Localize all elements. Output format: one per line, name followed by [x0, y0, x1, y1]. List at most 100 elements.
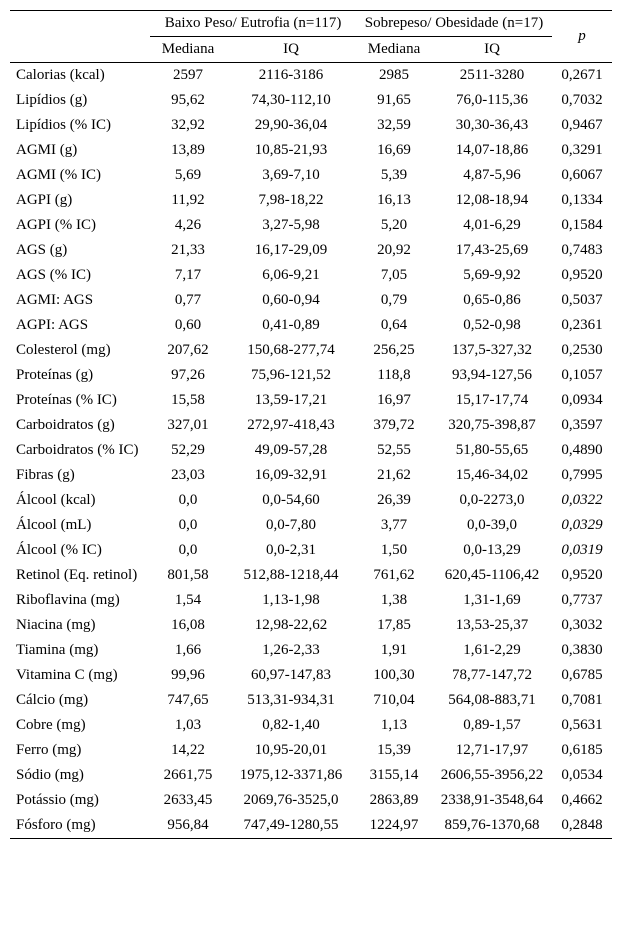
cell-mediana-1: 95,62	[150, 88, 226, 113]
cell-mediana-2: 0,79	[356, 288, 432, 313]
cell-iq-1: 0,0-54,60	[226, 488, 356, 513]
table-row: Fósforo (mg)956,84747,49-1280,551224,978…	[10, 813, 612, 839]
table-row: AGMI (% IC)5,693,69-7,105,394,87-5,960,6…	[10, 163, 612, 188]
cell-mediana-1: 2597	[150, 63, 226, 89]
table-row: Retinol (Eq. retinol)801,58512,88-1218,4…	[10, 563, 612, 588]
table-row: Álcool (mL)0,00,0-7,803,770,0-39,00,0329	[10, 513, 612, 538]
cell-p: 0,1334	[552, 188, 612, 213]
cell-mediana-1: 52,29	[150, 438, 226, 463]
cell-mediana-2: 16,69	[356, 138, 432, 163]
row-label: AGMI: AGS	[10, 288, 150, 313]
cell-mediana-2: 7,05	[356, 263, 432, 288]
cell-mediana-2: 256,25	[356, 338, 432, 363]
row-label: Álcool (% IC)	[10, 538, 150, 563]
row-label: Carboidratos (g)	[10, 413, 150, 438]
row-label: Sódio (mg)	[10, 763, 150, 788]
cell-iq-1: 7,98-18,22	[226, 188, 356, 213]
header-row-sub: Mediana IQ Mediana IQ	[10, 37, 612, 63]
table-row: Vitamina C (mg)99,9660,97-147,83100,3078…	[10, 663, 612, 688]
row-label: Colesterol (mg)	[10, 338, 150, 363]
cell-mediana-2: 100,30	[356, 663, 432, 688]
cell-mediana-2: 16,97	[356, 388, 432, 413]
cell-iq-2: 0,52-0,98	[432, 313, 552, 338]
cell-iq-2: 0,0-13,29	[432, 538, 552, 563]
row-label: Lipídios (% IC)	[10, 113, 150, 138]
header-mediana-1: Mediana	[150, 37, 226, 63]
table-row: Lipídios (% IC)32,9229,90-36,0432,5930,3…	[10, 113, 612, 138]
cell-mediana-2: 17,85	[356, 613, 432, 638]
cell-p: 0,7737	[552, 588, 612, 613]
cell-mediana-2: 0,64	[356, 313, 432, 338]
table-row: AGS (% IC)7,176,06-9,217,055,69-9,920,95…	[10, 263, 612, 288]
row-label: Álcool (kcal)	[10, 488, 150, 513]
cell-mediana-1: 16,08	[150, 613, 226, 638]
cell-mediana-1: 0,0	[150, 538, 226, 563]
cell-mediana-2: 1,91	[356, 638, 432, 663]
table-row: Carboidratos (g)327,01272,97-418,43379,7…	[10, 413, 612, 438]
cell-mediana-1: 32,92	[150, 113, 226, 138]
cell-iq-2: 12,08-18,94	[432, 188, 552, 213]
cell-p: 0,0329	[552, 513, 612, 538]
cell-mediana-2: 21,62	[356, 463, 432, 488]
cell-p: 0,7081	[552, 688, 612, 713]
header-row-groups: Baixo Peso/ Eutrofia (n=117) Sobrepeso/ …	[10, 11, 612, 37]
row-label: Calorias (kcal)	[10, 63, 150, 89]
table-body: Calorias (kcal)25972116-318629852511-328…	[10, 63, 612, 839]
cell-iq-1: 0,82-1,40	[226, 713, 356, 738]
cell-mediana-1: 11,92	[150, 188, 226, 213]
row-label: Niacina (mg)	[10, 613, 150, 638]
cell-mediana-1: 13,89	[150, 138, 226, 163]
cell-mediana-1: 2633,45	[150, 788, 226, 813]
cell-iq-1: 1975,12-3371,86	[226, 763, 356, 788]
cell-mediana-1: 1,03	[150, 713, 226, 738]
header-group1: Baixo Peso/ Eutrofia (n=117)	[150, 11, 356, 37]
cell-p: 0,0322	[552, 488, 612, 513]
cell-iq-1: 16,09-32,91	[226, 463, 356, 488]
row-label: AGPI (% IC)	[10, 213, 150, 238]
cell-mediana-2: 20,92	[356, 238, 432, 263]
cell-mediana-2: 2985	[356, 63, 432, 89]
cell-iq-1: 0,41-0,89	[226, 313, 356, 338]
cell-iq-2: 137,5-327,32	[432, 338, 552, 363]
row-label: Vitamina C (mg)	[10, 663, 150, 688]
cell-iq-1: 60,97-147,83	[226, 663, 356, 688]
cell-iq-2: 2338,91-3548,64	[432, 788, 552, 813]
cell-iq-2: 78,77-147,72	[432, 663, 552, 688]
cell-mediana-1: 207,62	[150, 338, 226, 363]
table-row: AGMI: AGS0,770,60-0,940,790,65-0,860,503…	[10, 288, 612, 313]
cell-mediana-2: 1,50	[356, 538, 432, 563]
cell-p: 0,2671	[552, 63, 612, 89]
cell-iq-1: 29,90-36,04	[226, 113, 356, 138]
cell-mediana-1: 0,0	[150, 513, 226, 538]
row-label: AGPI (g)	[10, 188, 150, 213]
cell-p: 0,2361	[552, 313, 612, 338]
table-row: AGMI (g)13,8910,85-21,9316,6914,07-18,86…	[10, 138, 612, 163]
cell-mediana-1: 1,54	[150, 588, 226, 613]
cell-p: 0,4890	[552, 438, 612, 463]
cell-mediana-2: 1,13	[356, 713, 432, 738]
cell-mediana-2: 1,38	[356, 588, 432, 613]
row-label: AGPI: AGS	[10, 313, 150, 338]
cell-iq-1: 0,0-2,31	[226, 538, 356, 563]
cell-iq-2: 1,61-2,29	[432, 638, 552, 663]
header-mediana-2: Mediana	[356, 37, 432, 63]
row-label: Cálcio (mg)	[10, 688, 150, 713]
cell-iq-1: 747,49-1280,55	[226, 813, 356, 839]
row-label: Ferro (mg)	[10, 738, 150, 763]
cell-iq-2: 859,76-1370,68	[432, 813, 552, 839]
row-label: Tiamina (mg)	[10, 638, 150, 663]
row-label: Retinol (Eq. retinol)	[10, 563, 150, 588]
cell-iq-2: 17,43-25,69	[432, 238, 552, 263]
row-label: AGMI (g)	[10, 138, 150, 163]
table-row: Proteínas (% IC)15,5813,59-17,2116,9715,…	[10, 388, 612, 413]
cell-iq-1: 16,17-29,09	[226, 238, 356, 263]
cell-iq-1: 13,59-17,21	[226, 388, 356, 413]
table-row: Tiamina (mg)1,661,26-2,331,911,61-2,290,…	[10, 638, 612, 663]
cell-mediana-2: 3155,14	[356, 763, 432, 788]
header-blank-2	[10, 37, 150, 63]
cell-mediana-1: 327,01	[150, 413, 226, 438]
row-label: Proteínas (g)	[10, 363, 150, 388]
cell-iq-2: 30,30-36,43	[432, 113, 552, 138]
cell-mediana-2: 5,39	[356, 163, 432, 188]
cell-p: 0,7995	[552, 463, 612, 488]
